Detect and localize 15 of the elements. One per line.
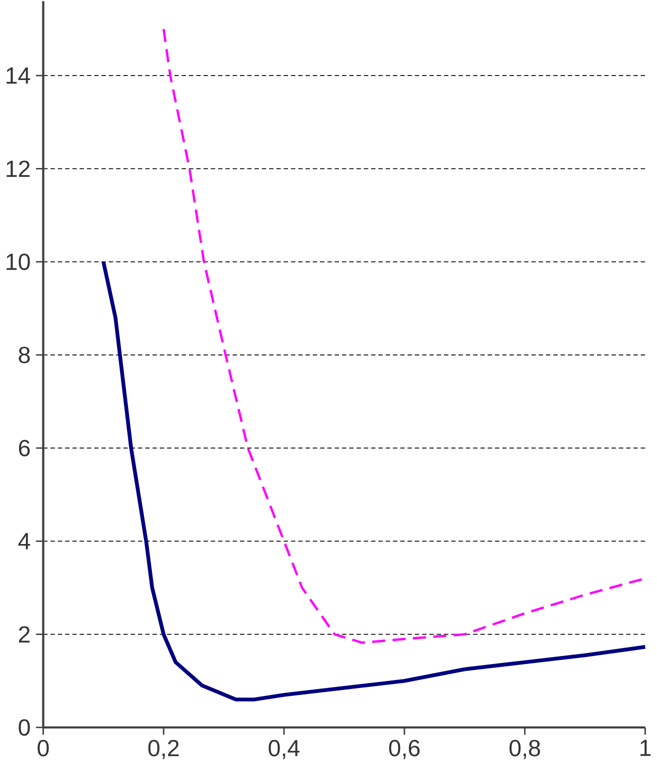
x-tick-label: 0,8 <box>510 740 540 760</box>
x-tick-label: 0 <box>38 740 50 756</box>
y-tick-label: 0 <box>18 719 30 736</box>
y-tick-label: 12 <box>6 160 30 177</box>
y-tick-label: 6 <box>19 440 30 456</box>
y-tick-label: 4 <box>18 533 30 550</box>
x-tick-label: 0,4 <box>268 740 300 760</box>
x-tick-label: 0,6 <box>389 740 420 760</box>
y-tick-label: 2 <box>19 626 30 642</box>
y-tick-label: 8 <box>19 346 30 364</box>
y-tick-label: 14 <box>6 68 30 84</box>
x-tick-label: 0,2 <box>148 740 179 760</box>
line-series <box>102 260 648 702</box>
y-tick-label: 10 <box>6 254 30 270</box>
x-tick-label: 1 <box>640 740 651 756</box>
